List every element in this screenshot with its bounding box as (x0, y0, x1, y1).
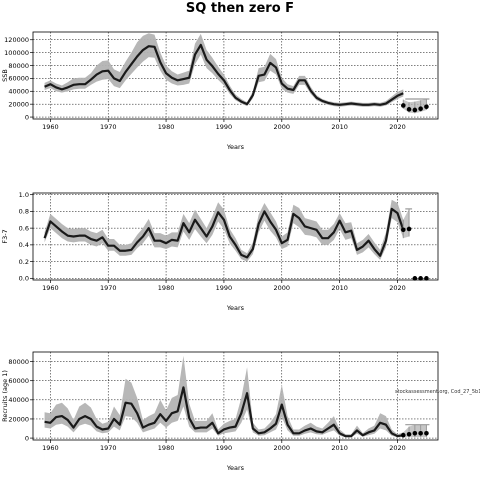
chart-panel-1: 1960 1970 1980 1990 2000 2010 2020 0 20000 40000 6… (1, 31, 439, 151)
axes-frame (32, 31, 439, 120)
forecast-point (418, 276, 423, 281)
x-tick-label: 1980 (158, 123, 175, 131)
x-tick-label: 1980 (158, 444, 175, 452)
forecast-point (412, 431, 418, 436)
forecast-point (424, 276, 429, 281)
y-tick-label: 40000 (8, 88, 29, 96)
x-tick-label: 2020 (389, 123, 406, 131)
estimate-line (43, 207, 405, 259)
x-tick-label: 2010 (331, 123, 348, 131)
y-tick-label: 0.2 (19, 258, 29, 266)
y-axis-label: F3-7 (1, 229, 9, 243)
forecast-point (424, 104, 429, 110)
y-tick-label: 120000 (4, 36, 29, 44)
x-tick-label: 2020 (389, 284, 406, 292)
chart-panel-3: 1960 1970 1980 1990 2000 2010 2020 0 20000 40000 6… (1, 351, 480, 472)
y-tick-label: 20000 (8, 100, 29, 108)
estimate-line (44, 43, 404, 106)
forecast-point (412, 107, 418, 113)
y-tick-label: 0 (25, 434, 29, 442)
x-axis-label: Years (226, 143, 245, 151)
forecast-point (424, 431, 429, 436)
confidence-band (44, 355, 404, 438)
x-tick-label: 1960 (42, 284, 59, 292)
y-tick-label: 0.4 (19, 241, 29, 249)
y-tick-label: 40000 (8, 396, 29, 404)
panels: 1960 1970 1980 1990 2000 2010 2020020000400006… (1, 31, 480, 472)
x-tick-label: 1970 (100, 123, 117, 131)
y-tick-label: 60000 (8, 75, 29, 83)
x-tick-label: 1960 (42, 123, 59, 131)
forecast-point (400, 432, 406, 438)
x-axis-label: Years (226, 464, 245, 472)
y-tick-label: 0 (25, 113, 29, 121)
axes-frame (32, 192, 439, 281)
x-tick-label: 2000 (274, 123, 291, 131)
x-tick-label: 1970 (100, 284, 117, 292)
x-tick-label: 1990 (216, 444, 233, 452)
forecast-point (418, 106, 423, 111)
x-tick-label: 2000 (274, 444, 291, 452)
x-tick-label: 2010 (331, 284, 348, 292)
forecast-point (412, 276, 418, 281)
axes-frame (32, 351, 439, 441)
y-tick-label: 0.6 (19, 224, 29, 232)
y-tick-label: 0.8 (19, 208, 29, 216)
x-tick-label: 2010 (331, 444, 348, 452)
confidence-band (44, 33, 404, 107)
y-tick-label: 60000 (8, 377, 29, 385)
y-tick-label: 1.0 (19, 191, 29, 199)
x-tick-label: 2000 (274, 284, 291, 292)
x-tick-label: 1960 (42, 444, 59, 452)
forecast-point (406, 226, 412, 232)
y-tick-label: 80000 (8, 358, 29, 366)
x-axis-label: Years (226, 304, 245, 312)
forecast-point (406, 431, 412, 437)
x-tick-label: 1970 (100, 444, 117, 452)
forecast-point (400, 227, 406, 233)
x-tick-label: 1990 (216, 284, 233, 292)
x-tick-label: 1990 (216, 123, 233, 131)
forecast-point (400, 103, 406, 108)
source-annotation: stockassessment.org, Cod_27_5b1 (395, 389, 480, 395)
y-tick-label: 100000 (4, 49, 29, 57)
y-axis-label: Recruits (age 1) (1, 370, 9, 422)
figure-title: SQ then zero F (186, 1, 294, 16)
forecast-point (406, 107, 412, 112)
x-tick-label: 2020 (389, 444, 406, 452)
y-axis-label: SSB (1, 69, 9, 82)
y-tick-label: 0.0 (19, 275, 29, 283)
y-tick-label: 80000 (8, 62, 29, 70)
y-tick-label: 20000 (8, 415, 29, 423)
forecast-point (418, 431, 423, 436)
x-tick-label: 1980 (158, 284, 175, 292)
estimate-line (44, 386, 404, 438)
chart-panel-2: 1960 1970 1980 1990 2000 2010 2020 0.0 0.2 0.4 0.6… (1, 191, 439, 312)
